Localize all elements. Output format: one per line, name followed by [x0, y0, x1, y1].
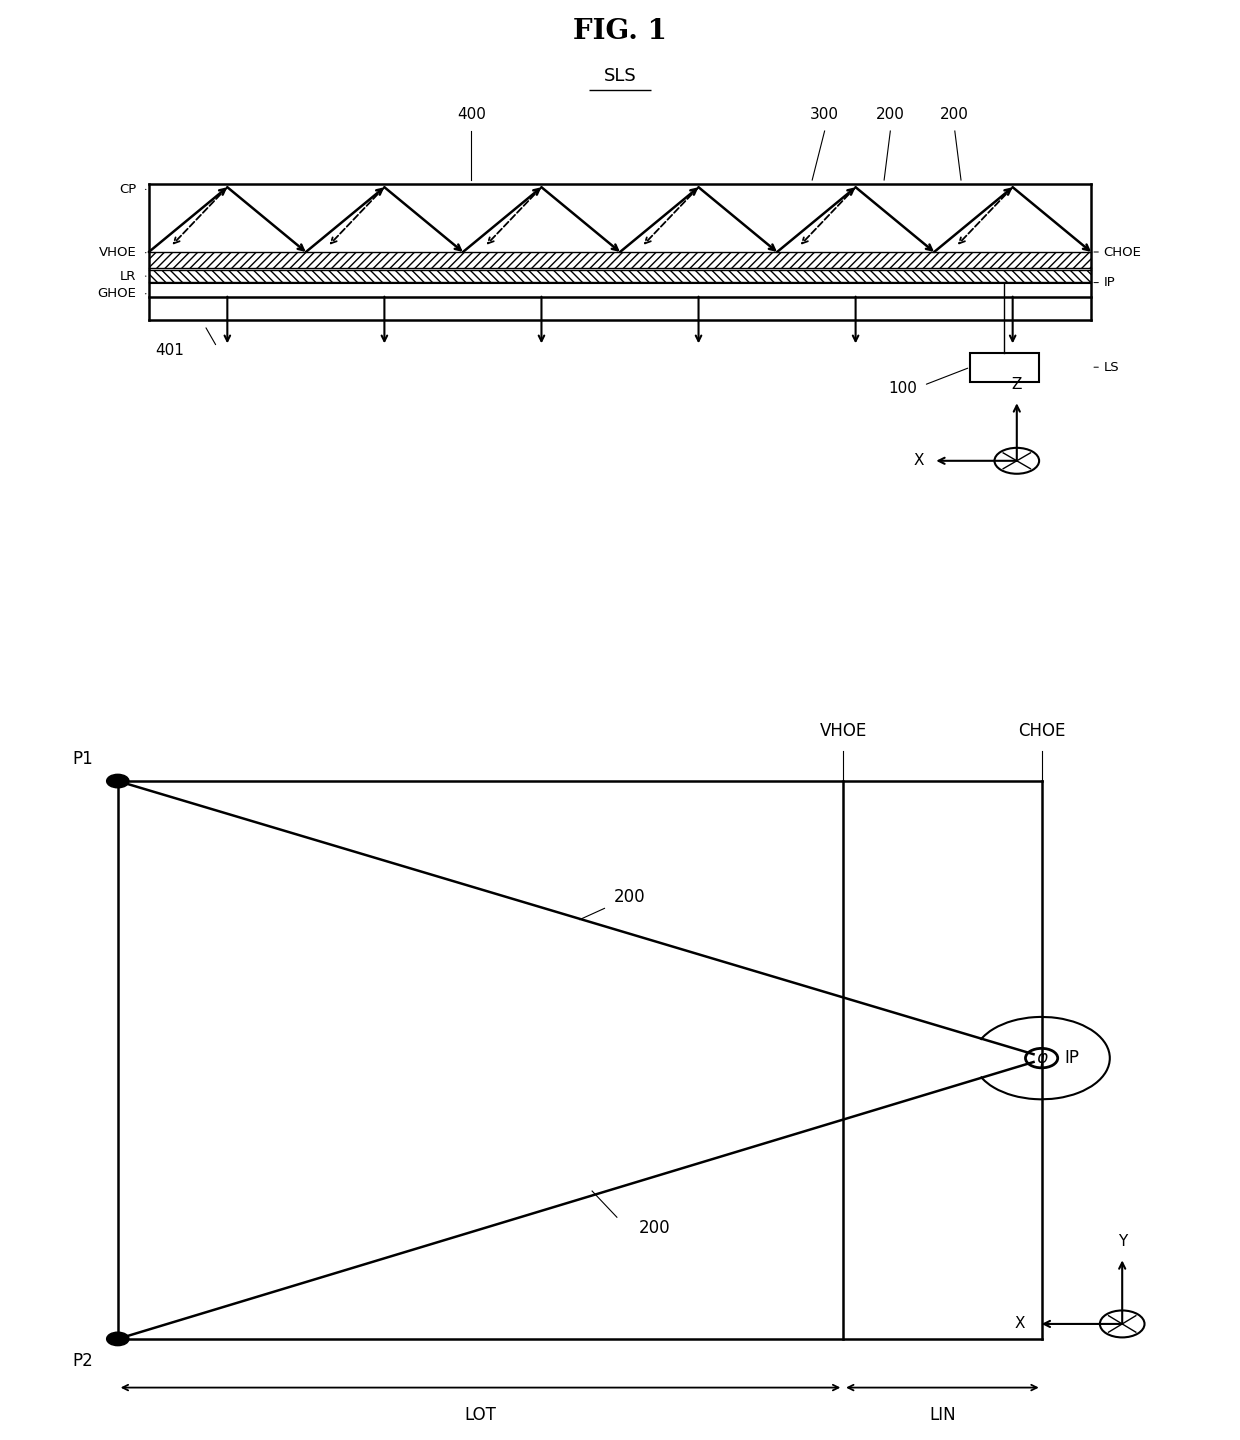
Text: IP: IP — [1064, 1050, 1079, 1067]
Text: VHOE: VHOE — [99, 246, 136, 259]
Text: IP: IP — [1104, 276, 1115, 289]
Text: VHOE: VHOE — [820, 721, 867, 740]
Circle shape — [107, 1332, 129, 1345]
Text: 100: 100 — [889, 382, 918, 396]
Text: LR: LR — [120, 269, 136, 282]
Text: CHOE: CHOE — [1104, 245, 1142, 259]
Text: SLS: SLS — [604, 66, 636, 85]
Text: Y: Y — [1117, 1234, 1127, 1248]
Text: 300: 300 — [810, 108, 839, 122]
Text: CP: CP — [119, 183, 136, 196]
Text: X: X — [914, 454, 924, 468]
Text: 200: 200 — [614, 888, 645, 906]
Text: X: X — [1016, 1316, 1025, 1332]
Bar — [971, 353, 1039, 382]
Text: LS: LS — [1104, 360, 1120, 374]
Text: CHOE: CHOE — [1018, 721, 1065, 740]
Text: 200: 200 — [639, 1220, 670, 1237]
Text: φ: φ — [1037, 1048, 1047, 1067]
Text: 400: 400 — [456, 108, 486, 122]
Text: Z: Z — [1012, 377, 1022, 393]
Text: 200: 200 — [940, 108, 970, 122]
Text: LOT: LOT — [465, 1407, 496, 1424]
Text: 200: 200 — [875, 108, 905, 122]
Text: FIG. 1: FIG. 1 — [573, 17, 667, 45]
Text: 401: 401 — [155, 343, 184, 359]
Text: P1: P1 — [72, 750, 93, 768]
Text: P2: P2 — [72, 1352, 93, 1371]
Circle shape — [107, 775, 129, 788]
Text: LIN: LIN — [929, 1407, 956, 1424]
Text: GHOE: GHOE — [98, 287, 136, 301]
